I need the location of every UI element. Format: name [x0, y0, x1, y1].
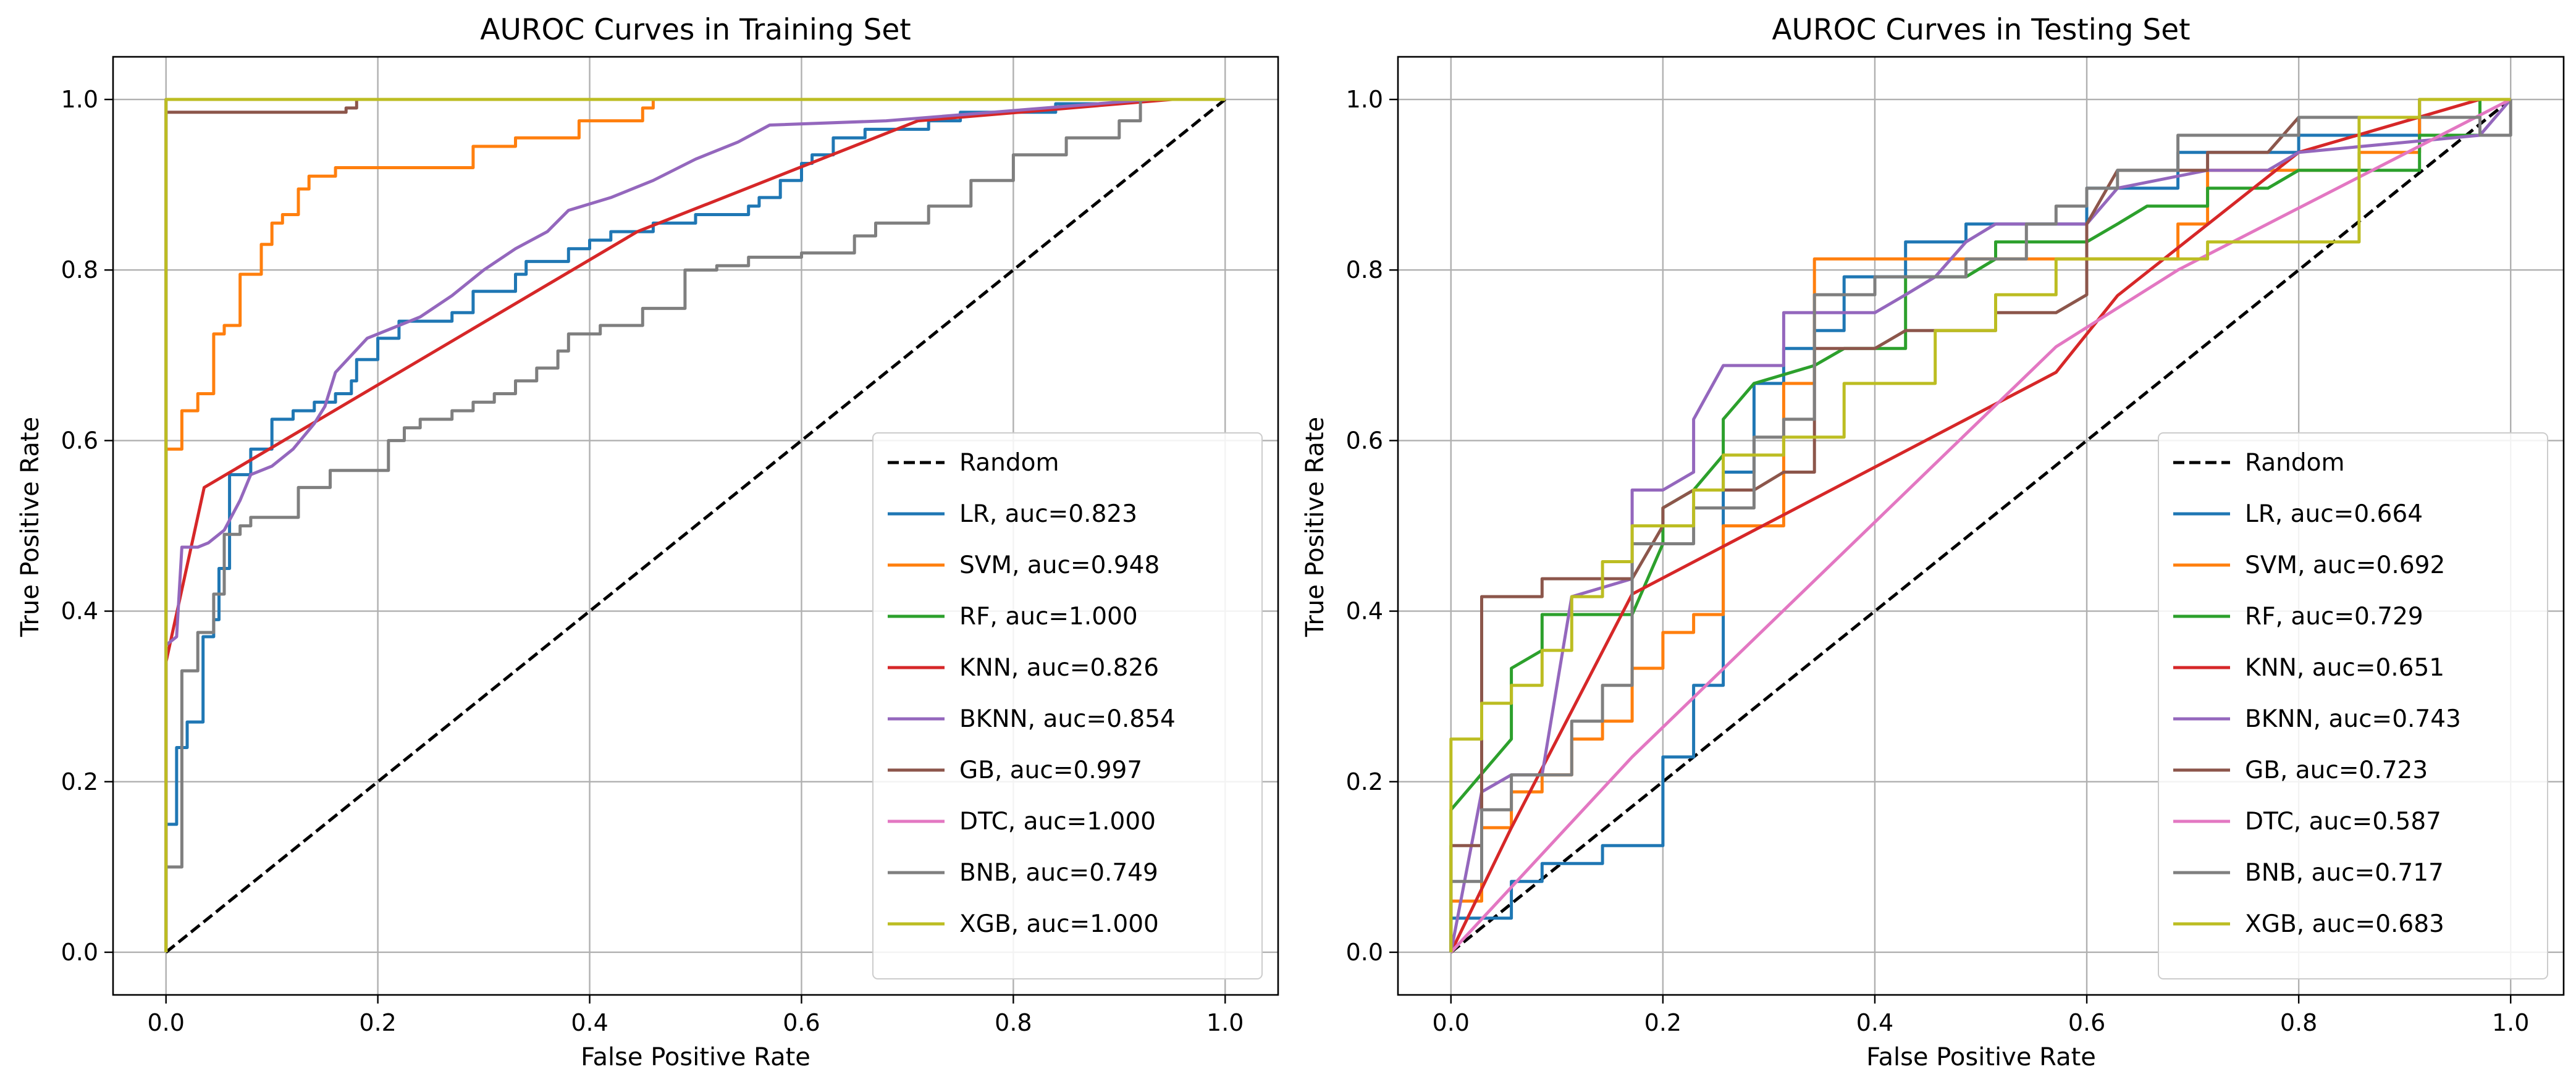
- y-tick-label: 0.0: [1346, 939, 1383, 966]
- legend-label: KNN, auc=0.826: [959, 654, 1159, 682]
- legend: Random LR, auc=0.823 SVM, auc=0.948 RF, auc…: [872, 432, 1263, 979]
- legend-label: DTC, auc=0.587: [2245, 808, 2441, 836]
- legend-label: Random: [959, 449, 1059, 477]
- x-tick-label: 1.0: [1206, 1009, 1244, 1036]
- y-tick-label: 0.4: [1346, 598, 1383, 625]
- x-tick-label: 1.0: [2492, 1009, 2529, 1036]
- legend-item: Random: [888, 449, 1059, 477]
- legend-item: BNB, auc=0.749: [888, 859, 1158, 887]
- y-tick-label: 0.0: [61, 939, 98, 966]
- axes-frame: [112, 56, 1279, 996]
- series-line-xgb: [1449, 98, 2511, 952]
- legend-item: SVM, auc=0.692: [2173, 551, 2445, 579]
- y-axis-label: True Positive Rate: [1301, 417, 1329, 637]
- legend: Random LR, auc=0.664 SVM, auc=0.692 RF, auc…: [2158, 432, 2548, 979]
- legend-item: BNB, auc=0.717: [2173, 859, 2444, 887]
- legend-item: XGB, auc=1.000: [888, 910, 1159, 938]
- legend-label: XGB, auc=0.683: [2245, 910, 2444, 938]
- legend-label: KNN, auc=0.651: [2245, 654, 2444, 682]
- x-tick-label: 0.8: [995, 1009, 1032, 1036]
- chart-title: AUROC Curves in Testing Set: [1772, 13, 2190, 47]
- y-tick-label: 0.2: [61, 768, 98, 795]
- legend-item: KNN, auc=0.826: [888, 654, 1159, 682]
- legend-label: BKNN, auc=0.743: [2245, 705, 2461, 733]
- legend-item: RF, auc=1.000: [888, 603, 1138, 631]
- x-tick-label: 0.8: [2280, 1009, 2317, 1036]
- training-set-panel: AUROC Curves in Training Set 0.0 0.2 0.4 0.…: [16, 13, 1279, 1071]
- legend-box: [2158, 432, 2548, 979]
- legend-label: GB, auc=0.723: [2245, 757, 2428, 784]
- legend-box: [872, 432, 1263, 979]
- legend-item: BKNN, auc=0.743: [2173, 705, 2461, 733]
- legend-label: DTC, auc=1.000: [959, 808, 1156, 836]
- series-line-bknn: [164, 98, 1226, 952]
- y-tick-label: 0.8: [1346, 256, 1383, 283]
- y-axis-label: True Positive Rate: [16, 417, 44, 637]
- y-tick-label: 0.6: [61, 427, 98, 454]
- axes-frame: [1397, 56, 2565, 996]
- series-line-bnb: [164, 98, 1226, 952]
- legend-label: Random: [2245, 449, 2344, 477]
- legend-label: SVM, auc=0.948: [959, 551, 1160, 579]
- legend-item: DTC, auc=0.587: [2173, 808, 2441, 836]
- series-line-knn: [1449, 98, 2511, 954]
- x-axis-label: False Positive Rate: [1866, 1043, 2096, 1071]
- series-line-bnb: [1449, 99, 2512, 952]
- series-line-random: [165, 98, 1226, 954]
- y-tick-label: 0.8: [61, 256, 98, 283]
- legend-label: BKNN, auc=0.854: [959, 705, 1176, 733]
- legend-item: LR, auc=0.664: [2173, 500, 2423, 528]
- y-tick-label: 0.4: [61, 598, 98, 625]
- series-line-rf: [1449, 98, 2511, 952]
- legend-item: BKNN, auc=0.854: [888, 705, 1176, 733]
- series-group: [1449, 98, 2512, 954]
- series-line-xgb: [164, 98, 1226, 952]
- legend-label: BNB, auc=0.749: [959, 859, 1158, 887]
- plot-area: 0.0 0.2 0.4 0.6 0.8 1.0 0.0 0.2 0.4 0.6 0.8 1.0 Rand…: [1346, 56, 2565, 1036]
- legend-item: GB, auc=0.723: [2173, 757, 2428, 784]
- x-tick-label: 0.0: [1433, 1009, 1470, 1036]
- legend-label: SVM, auc=0.692: [2245, 551, 2445, 579]
- series-line-gb: [1449, 98, 2511, 952]
- plot-area: 0.0 0.2 0.4 0.6 0.8 1.0 0.0 0.2 0.4 0.6 0.8 1.0 Rand…: [61, 56, 1279, 1036]
- legend-item: KNN, auc=0.651: [2173, 654, 2444, 682]
- y-tick-label: 0.2: [1346, 768, 1383, 795]
- testing-set-panel: AUROC Curves in Testing Set 0.0 0.2 0.4 0.6…: [1301, 13, 2565, 1071]
- x-tick-label: 0.6: [2068, 1009, 2105, 1036]
- legend-item: LR, auc=0.823: [888, 500, 1137, 528]
- legend-label: RF, auc=1.000: [959, 603, 1138, 631]
- y-tick-label: 1.0: [61, 86, 98, 113]
- legend-label: XGB, auc=1.000: [959, 910, 1159, 938]
- legend-item: XGB, auc=0.683: [2173, 910, 2444, 938]
- legend-label: RF, auc=0.729: [2245, 603, 2423, 631]
- y-tick-label: 0.6: [1346, 427, 1383, 454]
- legend-item: DTC, auc=1.000: [888, 808, 1156, 836]
- x-axis-label: False Positive Rate: [581, 1043, 810, 1071]
- legend-label: LR, auc=0.664: [2245, 500, 2423, 528]
- series-line-svm: [164, 98, 1226, 952]
- x-tick-label: 0.6: [783, 1009, 820, 1036]
- legend-label: GB, auc=0.997: [959, 757, 1142, 784]
- x-tick-label: 0.2: [1644, 1009, 1682, 1036]
- legend-item: GB, auc=0.997: [888, 757, 1142, 784]
- x-tick-label: 0.0: [148, 1009, 185, 1036]
- x-tick-label: 0.4: [1856, 1009, 1893, 1036]
- legend-label: BNB, auc=0.717: [2245, 859, 2444, 887]
- series-group: [164, 98, 1226, 954]
- y-tick-label: 1.0: [1346, 86, 1383, 113]
- legend-item: SVM, auc=0.948: [888, 551, 1160, 579]
- chart-title: AUROC Curves in Training Set: [480, 13, 911, 47]
- series-line-dtc: [1449, 98, 2512, 954]
- legend-label: LR, auc=0.823: [959, 500, 1137, 528]
- legend-item: Random: [2173, 449, 2344, 477]
- legend-item: RF, auc=0.729: [2173, 603, 2423, 631]
- x-tick-label: 0.2: [359, 1009, 396, 1036]
- x-tick-label: 0.4: [571, 1009, 608, 1036]
